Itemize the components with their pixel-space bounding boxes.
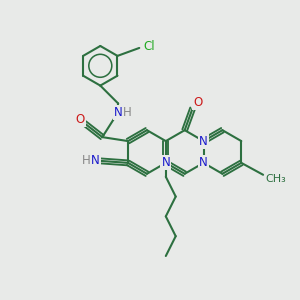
Text: N: N [161, 156, 170, 170]
Text: O: O [193, 96, 202, 109]
Text: CH₃: CH₃ [265, 174, 286, 184]
Text: H: H [82, 154, 91, 167]
Text: N: N [199, 156, 208, 170]
Text: Cl: Cl [143, 40, 155, 53]
Text: N: N [199, 135, 208, 148]
Text: H: H [123, 106, 131, 119]
Text: N: N [91, 154, 100, 167]
Text: N: N [114, 106, 122, 119]
Text: O: O [76, 113, 85, 126]
